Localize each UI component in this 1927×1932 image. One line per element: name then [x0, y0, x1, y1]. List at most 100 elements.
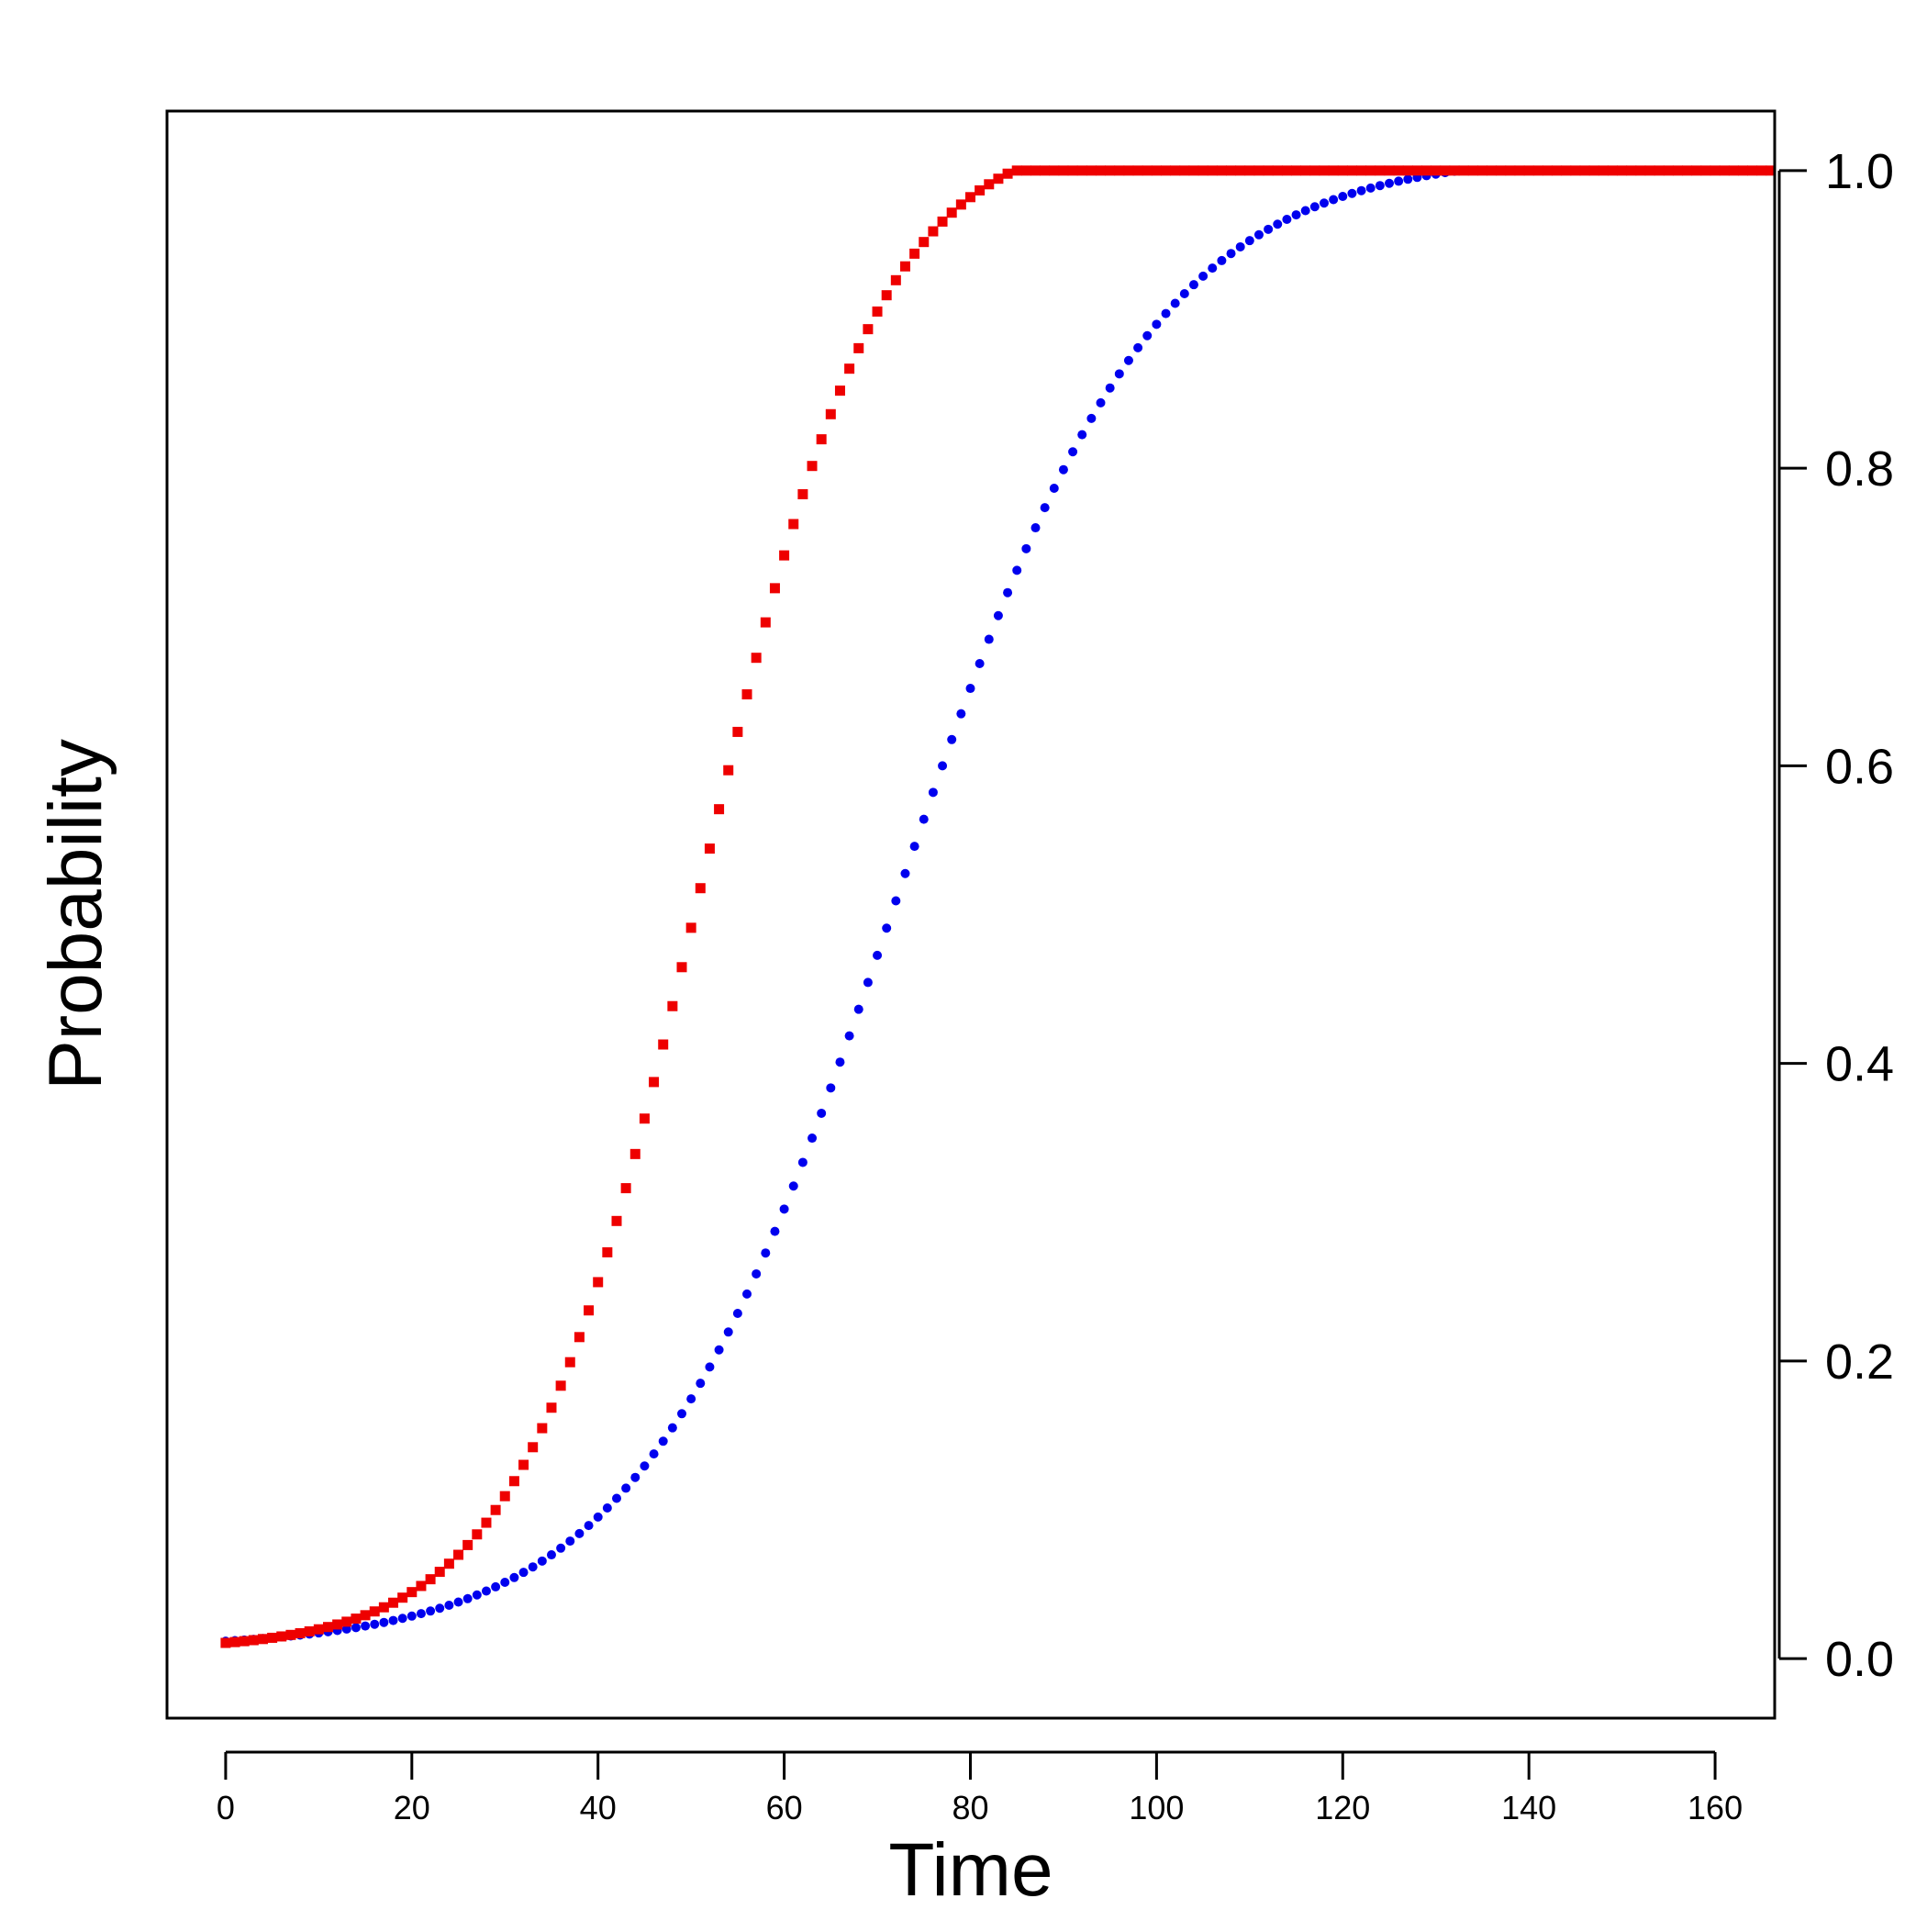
data-point — [1458, 165, 1469, 176]
data-point — [1570, 165, 1581, 176]
data-point — [1532, 165, 1543, 176]
data-point — [1123, 355, 1133, 365]
data-point — [1487, 165, 1498, 176]
data-point — [1728, 165, 1739, 176]
data-point — [816, 434, 827, 445]
data-point — [1049, 165, 1060, 176]
data-point — [257, 1634, 268, 1645]
data-point — [751, 653, 762, 664]
data-point — [890, 274, 901, 285]
x-axis-title: Time — [888, 1828, 1053, 1912]
data-point — [1170, 165, 1181, 176]
data-point — [1719, 165, 1730, 176]
data-point — [984, 179, 995, 190]
data-point — [602, 1502, 612, 1513]
data-point — [752, 1268, 762, 1279]
data-point — [1142, 165, 1153, 176]
data-point — [899, 261, 910, 272]
data-point — [640, 1461, 650, 1471]
data-point — [639, 1113, 650, 1124]
data-point — [965, 684, 975, 694]
data-point — [1375, 181, 1385, 191]
data-point — [555, 1380, 566, 1391]
data-point — [826, 1083, 836, 1093]
data-point — [741, 689, 752, 700]
data-point — [285, 1629, 296, 1640]
data-point — [677, 1409, 687, 1419]
data-point — [1132, 165, 1143, 176]
data-point — [611, 1493, 621, 1503]
data-point — [891, 896, 901, 906]
data-point — [1188, 280, 1198, 290]
data-point — [1086, 413, 1097, 423]
y-tick-label: 0.8 — [1825, 441, 1894, 497]
y-tick-label: 0.2 — [1825, 1335, 1894, 1390]
data-point — [873, 950, 883, 960]
data-point — [500, 1578, 510, 1588]
points-layer — [220, 165, 1777, 1648]
data-point — [1244, 236, 1254, 246]
data-point — [537, 1423, 548, 1434]
data-point — [323, 1622, 334, 1633]
data-point — [518, 1459, 529, 1470]
data-point — [1002, 168, 1013, 179]
data-point — [379, 1617, 389, 1627]
data-point — [1123, 165, 1134, 176]
data-point — [1058, 165, 1069, 176]
y-tick-label: 1.0 — [1825, 144, 1894, 199]
data-point — [434, 1567, 445, 1578]
data-point — [1756, 165, 1767, 176]
data-point — [416, 1609, 426, 1619]
data-point — [1682, 165, 1693, 176]
data-point — [1710, 165, 1721, 176]
data-point — [490, 1504, 501, 1515]
data-point — [984, 634, 994, 644]
data-point — [732, 726, 743, 737]
data-point — [397, 1614, 407, 1624]
data-point — [1011, 165, 1022, 176]
data-point — [1142, 330, 1153, 341]
data-point — [1672, 165, 1683, 176]
data-point — [1542, 165, 1553, 176]
data-point — [844, 363, 855, 374]
data-point — [1281, 165, 1292, 176]
data-point — [919, 237, 930, 248]
data-point — [882, 923, 892, 933]
data-point — [1263, 165, 1274, 176]
data-point — [220, 1637, 231, 1648]
data-point — [565, 1536, 575, 1547]
data-point — [239, 1636, 250, 1647]
data-point — [834, 385, 845, 396]
data-point — [584, 1305, 595, 1316]
data-point — [696, 1379, 706, 1389]
data-point — [1329, 195, 1339, 205]
data-point — [462, 1539, 473, 1550]
data-point — [956, 709, 966, 719]
data-point — [1096, 165, 1107, 176]
data-point — [1309, 202, 1320, 212]
data-point — [435, 1603, 445, 1614]
data-point — [1394, 176, 1404, 186]
data-point — [1235, 165, 1246, 176]
data-point — [528, 1562, 538, 1572]
y-tick-label: 0.6 — [1825, 739, 1894, 794]
data-point — [472, 1590, 482, 1600]
data-point — [462, 1593, 473, 1603]
data-point — [1765, 165, 1777, 176]
data-point — [788, 519, 799, 530]
data-point — [1114, 165, 1125, 176]
data-point — [742, 1289, 752, 1299]
data-point — [509, 1572, 519, 1582]
data-point — [817, 1108, 827, 1118]
data-point — [1356, 165, 1367, 176]
data-point — [993, 610, 1003, 620]
x-tick-label: 0 — [217, 1789, 235, 1826]
data-point — [556, 1543, 566, 1553]
data-point — [1514, 165, 1525, 176]
y-tick-label: 0.4 — [1825, 1037, 1894, 1092]
data-point — [1319, 198, 1329, 208]
x-tick-label: 100 — [1129, 1789, 1184, 1826]
data-point — [416, 1580, 427, 1591]
